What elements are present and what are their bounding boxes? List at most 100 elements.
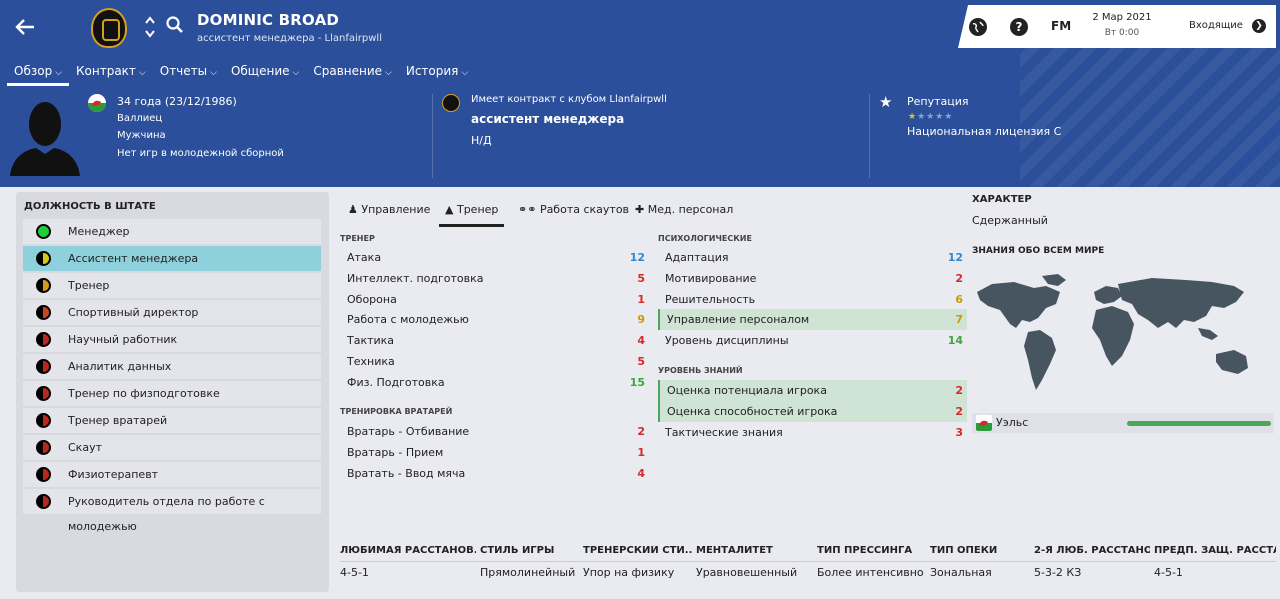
tab-interaction[interactable]: Общение ⌵ (224, 62, 306, 86)
section-knowledge-title: УРОВЕНЬ ЗНАНИЙ (658, 366, 743, 375)
prev-next-arrows-icon[interactable] (142, 13, 158, 41)
attribute-value: 1 (637, 292, 645, 306)
tab-label: Отчеты (159, 64, 208, 78)
staff-role-label: Спортивный директор (68, 306, 199, 319)
staff-role-panel: ДОЛЖНОСТЬ В ШТАТЕ Менеджер Ассистент мене… (16, 192, 329, 592)
attribute-row[interactable]: Мотивирование 2 (658, 268, 967, 289)
search-icon[interactable] (165, 14, 185, 36)
attribute-row[interactable]: Уровень дисциплины 14 (658, 330, 967, 351)
tab-comparison[interactable]: Сравнение ⌵ (306, 62, 399, 86)
wales-flag-icon (976, 415, 992, 431)
attribute-value: 6 (955, 292, 963, 306)
inbox-label[interactable]: Входящие (1189, 20, 1243, 31)
attribute-value: 2 (637, 425, 645, 438)
staff-role-item[interactable]: Тренер (23, 273, 321, 298)
continue-arrow-icon[interactable]: ❯ (1252, 19, 1266, 33)
chevron-down-icon: ⌵ (385, 68, 392, 78)
preference-header: СТИЛЬ ИГРЫ (480, 545, 555, 556)
role-suitability-icon (36, 224, 51, 239)
staff-role-item[interactable]: Скаут (23, 435, 321, 460)
role-suitability-icon (36, 305, 51, 320)
attribute-row[interactable]: Атака 12 (340, 247, 649, 268)
character-title: ХАРАКТЕР (972, 194, 1032, 205)
attribute-row[interactable]: Решительность 6 (658, 289, 967, 310)
staff-role-item[interactable]: Тренер вратарей (23, 408, 321, 433)
attribute-value: 5 (637, 271, 645, 285)
attribute-row[interactable]: Техника 5 (340, 351, 649, 372)
tab-contract[interactable]: Контракт ⌵ (69, 62, 153, 86)
header-decoration (1020, 40, 1280, 187)
staff-role-item[interactable]: Менеджер (23, 219, 321, 244)
preference-value: 4-5-1 (340, 566, 369, 579)
attribute-row[interactable]: Оценка способностей игрока 2 (658, 400, 967, 422)
divider (340, 561, 1276, 562)
staff-role-item[interactable]: Руководитель отдела по работе с молодежь… (23, 489, 321, 533)
attribute-label: Решительность (665, 292, 756, 306)
attribute-row[interactable]: Вратарь - Отбивание 2 (340, 421, 649, 442)
attribute-value: 9 (637, 313, 645, 327)
world-icon[interactable] (969, 18, 987, 36)
attribute-row[interactable]: Работа с молодежью 9 (340, 309, 649, 330)
attribute-label: Тактика (347, 334, 395, 348)
attribute-row[interactable]: Вратать - Ввод мяча 4 (340, 463, 649, 484)
subtab-medical[interactable]: ✚ Мед. персонал (635, 197, 733, 227)
back-arrow-icon[interactable] (14, 10, 38, 44)
attribute-value: 2 (955, 271, 963, 285)
subtab-label: Управление (361, 203, 431, 216)
preference-value: Уравновешенный (696, 566, 798, 579)
divider (869, 94, 870, 178)
nationality-text: Валлиец (117, 113, 163, 124)
attribute-row[interactable]: Оборона 1 (340, 289, 649, 310)
main-tabs: Обзор ⌵ Контракт ⌵ Отчеты ⌵ Общение ⌵ Сравне… (0, 62, 475, 86)
attribute-row[interactable]: Тактика 4 (340, 330, 649, 351)
attribute-label: Техника (347, 355, 395, 368)
staff-role-item[interactable]: Ассистент менеджера (23, 246, 321, 271)
tab-label: История (405, 64, 459, 78)
staff-role-item[interactable]: Аналитик данных (23, 354, 321, 379)
preference-value: Упор на физику (583, 566, 675, 579)
staff-role-item[interactable]: Научный работник (23, 327, 321, 352)
staff-role-item[interactable]: Спортивный директор (23, 300, 321, 325)
license-text: Национальная лицензия C (907, 125, 1062, 138)
nation-knowledge-row[interactable]: Уэльс (972, 413, 1274, 433)
star-icon: ★ (879, 93, 893, 111)
tab-label: Сравнение (313, 64, 383, 78)
club-crest-icon[interactable] (91, 8, 127, 48)
attribute-row[interactable]: Тактические знания 3 (658, 422, 967, 443)
contract-text: Имеет контракт с клубом Llanfairpwll (471, 94, 667, 105)
section-psych-title: ПСИХОЛОГИЧЕСКИЕ (658, 234, 752, 243)
fm-logo[interactable]: FM (1051, 19, 1072, 33)
world-knowledge-title: ЗНАНИЯ ОБО ВСЕМ МИРЕ (972, 246, 1105, 256)
attribute-row[interactable]: Интеллект. подготовка 5 (340, 268, 649, 289)
attribute-label: Тактические знания (665, 425, 783, 439)
preference-header: ТИП ОПЕКИ (930, 545, 998, 556)
divider (432, 94, 433, 178)
preference-value: 4-5-1 (1154, 566, 1183, 579)
attribute-row[interactable]: Адаптация 12 (658, 247, 967, 268)
subtab-coach[interactable]: ▲ Тренер (439, 197, 505, 227)
tab-history[interactable]: История ⌵ (399, 62, 475, 86)
attribute-value: 12 (947, 251, 963, 264)
help-icon[interactable]: ? (1010, 18, 1028, 36)
subtab-management[interactable]: ♟ Управление (348, 197, 430, 227)
tab-reports[interactable]: Отчеты ⌵ (153, 62, 224, 86)
attribute-row[interactable]: Физ. Подготовка 15 (340, 372, 649, 393)
staff-role-label: Научный работник (68, 333, 178, 346)
tab-overview[interactable]: Обзор ⌵ (7, 62, 70, 86)
attribute-value: 1 (637, 445, 645, 459)
attribute-value: 4 (637, 466, 645, 480)
role-suitability-icon (36, 440, 51, 455)
subtab-scouting[interactable]: ⚭⚭ Работа скаутов (518, 197, 629, 227)
subtab-label: Работа скаутов (539, 203, 630, 216)
preference-value: Прямолинейный (480, 566, 576, 579)
attribute-value: 15 (629, 375, 645, 389)
attribute-row[interactable]: Управление персоналом 7 (658, 309, 967, 331)
knowledge-bar (1127, 421, 1271, 426)
attribute-label: Оценка способностей игрока (667, 404, 838, 418)
staff-role-item[interactable]: Физиотерапевт (23, 462, 321, 487)
attribute-value: 2 (955, 404, 963, 418)
attribute-label: Работа с молодежью (347, 313, 469, 327)
attribute-row[interactable]: Оценка потенциала игрока 2 (658, 380, 967, 401)
staff-role-item[interactable]: Тренер по физподготовке (23, 381, 321, 406)
attribute-row[interactable]: Вратарь - Прием 1 (340, 442, 649, 463)
